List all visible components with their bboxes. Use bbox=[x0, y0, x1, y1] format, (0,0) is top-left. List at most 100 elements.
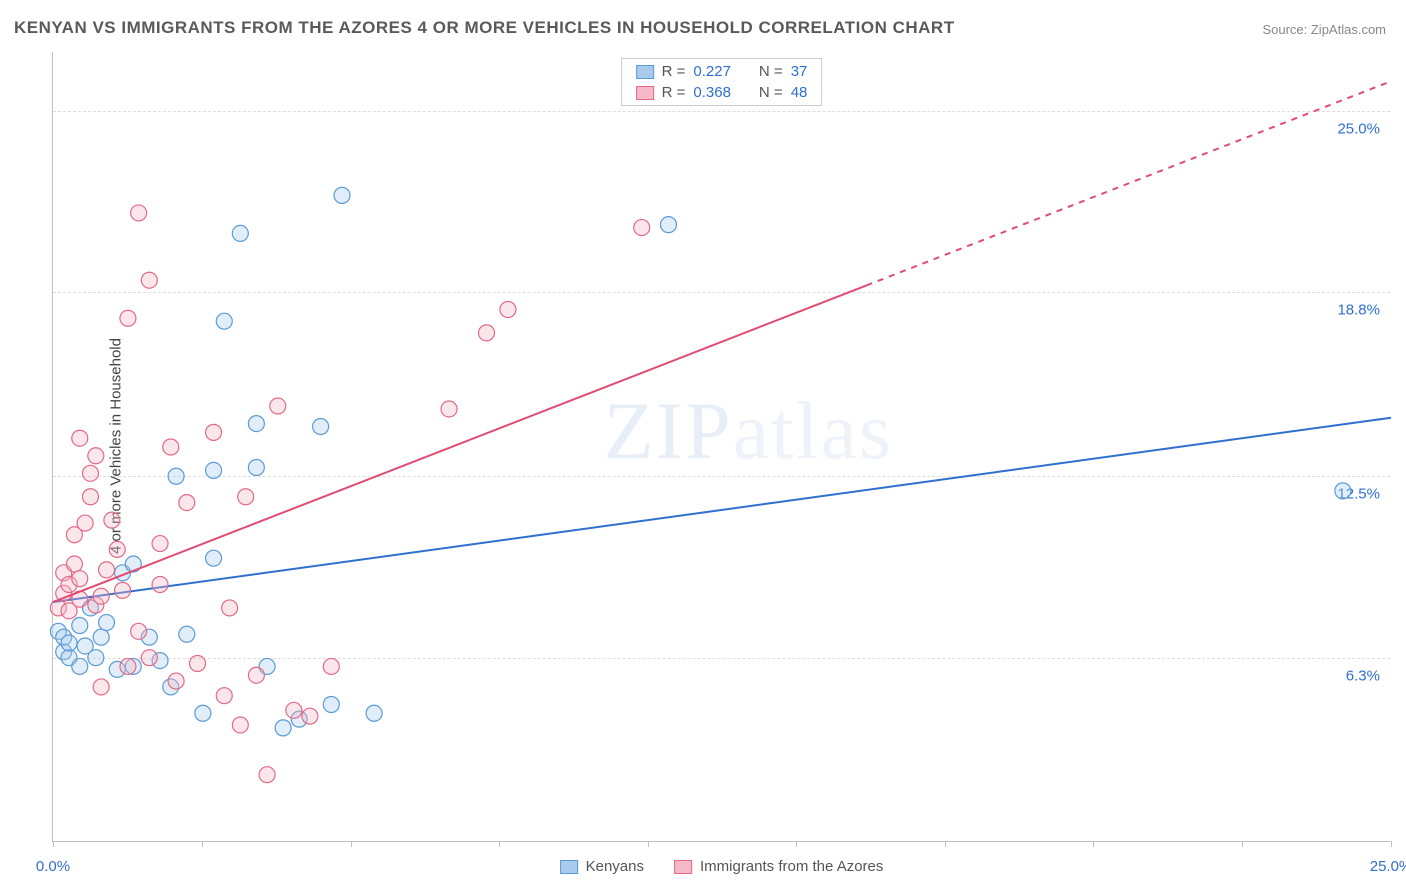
scatter-point bbox=[88, 650, 104, 666]
scatter-point bbox=[500, 301, 516, 317]
scatter-point bbox=[131, 623, 147, 639]
scatter-point bbox=[206, 424, 222, 440]
stat-n-label: N = bbox=[759, 84, 783, 101]
stat-r-value: 0.368 bbox=[693, 84, 731, 101]
scatter-point bbox=[206, 550, 222, 566]
x-tick bbox=[351, 841, 352, 847]
scatter-point bbox=[302, 708, 318, 724]
scatter-point bbox=[366, 705, 382, 721]
legend-swatch bbox=[674, 860, 692, 874]
x-tick bbox=[796, 841, 797, 847]
scatter-point bbox=[88, 448, 104, 464]
x-tick-label: 0.0% bbox=[36, 858, 70, 875]
scatter-point bbox=[206, 462, 222, 478]
scatter-point bbox=[115, 582, 131, 598]
chart-svg bbox=[53, 52, 1390, 841]
scatter-point bbox=[163, 439, 179, 455]
scatter-point bbox=[313, 419, 329, 435]
scatter-point bbox=[141, 272, 157, 288]
scatter-point bbox=[93, 588, 109, 604]
x-tick bbox=[53, 841, 54, 847]
legend-label: Kenyans bbox=[586, 858, 644, 875]
scatter-point bbox=[109, 541, 125, 557]
scatter-point bbox=[1335, 483, 1351, 499]
scatter-point bbox=[61, 635, 77, 651]
x-tick bbox=[499, 841, 500, 847]
chart-title: KENYAN VS IMMIGRANTS FROM THE AZORES 4 O… bbox=[14, 18, 955, 38]
x-tick bbox=[648, 841, 649, 847]
bottom-legend-item: Immigrants from the Azores bbox=[674, 858, 883, 875]
scatter-point bbox=[82, 465, 98, 481]
stat-r-label: R = bbox=[662, 63, 686, 80]
legend-swatch bbox=[636, 65, 654, 79]
scatter-point bbox=[232, 717, 248, 733]
x-tick bbox=[945, 841, 946, 847]
stat-n-value: 37 bbox=[791, 63, 808, 80]
scatter-point bbox=[216, 313, 232, 329]
x-tick bbox=[202, 841, 203, 847]
scatter-point bbox=[72, 658, 88, 674]
scatter-point bbox=[131, 205, 147, 221]
scatter-point bbox=[248, 667, 264, 683]
scatter-point bbox=[179, 626, 195, 642]
scatter-point bbox=[479, 325, 495, 341]
scatter-point bbox=[286, 702, 302, 718]
scatter-point bbox=[120, 310, 136, 326]
scatter-point bbox=[238, 489, 254, 505]
x-tick bbox=[1391, 841, 1392, 847]
scatter-point bbox=[232, 225, 248, 241]
scatter-point bbox=[120, 658, 136, 674]
plot-area: ZIPatlas 6.3%12.5%18.8%25.0% R =0.227N =… bbox=[52, 52, 1390, 842]
scatter-point bbox=[323, 658, 339, 674]
scatter-point bbox=[660, 217, 676, 233]
scatter-point bbox=[168, 468, 184, 484]
scatter-point bbox=[195, 705, 211, 721]
stat-legend-row: R = 0.368 N = 48 bbox=[622, 82, 822, 103]
scatter-point bbox=[179, 495, 195, 511]
x-tick bbox=[1242, 841, 1243, 847]
scatter-point bbox=[275, 720, 291, 736]
scatter-point bbox=[270, 398, 286, 414]
scatter-point bbox=[441, 401, 457, 417]
legend-swatch bbox=[636, 86, 654, 100]
chart-container: KENYAN VS IMMIGRANTS FROM THE AZORES 4 O… bbox=[0, 0, 1406, 892]
trend-line-solid bbox=[53, 418, 1391, 602]
scatter-point bbox=[93, 679, 109, 695]
bottom-legend-item: Kenyans bbox=[560, 858, 644, 875]
scatter-point bbox=[152, 577, 168, 593]
scatter-point bbox=[334, 187, 350, 203]
stat-r-label: R = bbox=[662, 84, 686, 101]
trend-line-dashed bbox=[867, 81, 1391, 285]
stat-n-label: N = bbox=[759, 63, 783, 80]
scatter-point bbox=[93, 629, 109, 645]
stat-legend-row: R = 0.227 N = 37 bbox=[622, 61, 822, 82]
scatter-point bbox=[190, 656, 206, 672]
scatter-point bbox=[216, 688, 232, 704]
scatter-point bbox=[152, 536, 168, 552]
stat-n-value: 48 bbox=[791, 84, 808, 101]
scatter-point bbox=[168, 673, 184, 689]
scatter-point bbox=[248, 416, 264, 432]
scatter-point bbox=[72, 571, 88, 587]
stat-legend: R = 0.227 N = 37 R = 0.368 N = 48 bbox=[621, 58, 823, 106]
scatter-point bbox=[99, 615, 115, 631]
scatter-point bbox=[222, 600, 238, 616]
legend-label: Immigrants from the Azores bbox=[700, 858, 883, 875]
scatter-point bbox=[323, 696, 339, 712]
scatter-point bbox=[82, 489, 98, 505]
scatter-point bbox=[259, 767, 275, 783]
scatter-point bbox=[72, 430, 88, 446]
scatter-point bbox=[99, 562, 115, 578]
legend-swatch bbox=[560, 860, 578, 874]
bottom-legend: Kenyans Immigrants from the Azores bbox=[560, 858, 884, 875]
x-tick-label: 25.0% bbox=[1370, 858, 1406, 875]
scatter-point bbox=[66, 556, 82, 572]
scatter-point bbox=[634, 220, 650, 236]
scatter-point bbox=[141, 650, 157, 666]
stat-r-value: 0.227 bbox=[693, 63, 731, 80]
scatter-point bbox=[248, 459, 264, 475]
scatter-point bbox=[77, 515, 93, 531]
x-tick bbox=[1093, 841, 1094, 847]
source-attribution: Source: ZipAtlas.com bbox=[1262, 22, 1386, 37]
scatter-point bbox=[104, 512, 120, 528]
